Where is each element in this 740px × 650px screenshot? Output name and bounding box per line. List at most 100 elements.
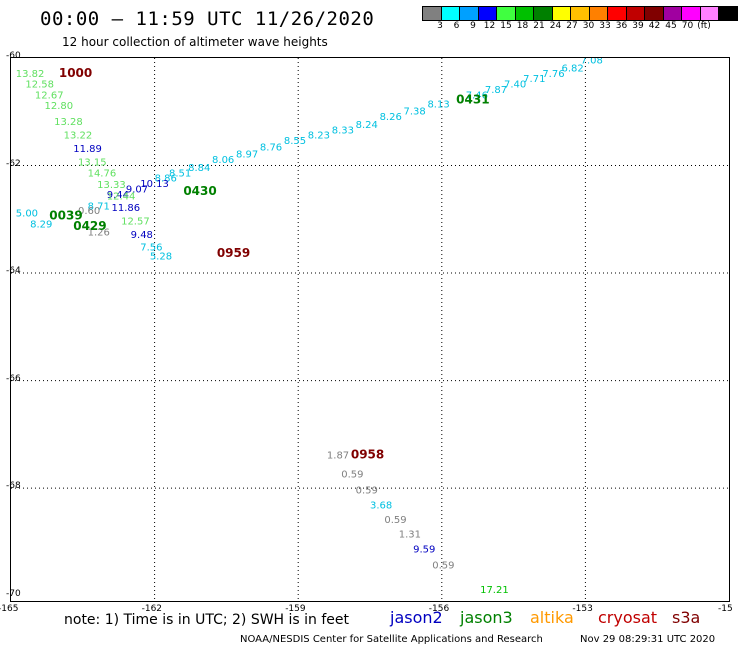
swh-value: 0.59 [384, 515, 406, 526]
colorbar-swatch [588, 6, 608, 21]
colorbar-labels: 3 6 9 12 15 18 21 24 27 30 33 36 39 42 45 70 (ft) [423, 21, 740, 33]
swh-value: 7.76 [542, 69, 564, 80]
swh-value: 12.67 [35, 90, 64, 101]
swh-value: 13.15 [78, 158, 107, 169]
swh-value: 10.13 [140, 179, 169, 190]
swh-value: 1.26 [88, 227, 110, 238]
swh-value: 3.68 [370, 501, 392, 512]
map-title: 00:00 – 11:59 UTC 11/26/2020 [40, 8, 375, 30]
swh-value: 7.08 [581, 58, 603, 66]
swh-value: 0.59 [356, 485, 378, 496]
swh-value: 7.46 [466, 90, 488, 101]
colorbar-label: 27 [566, 21, 578, 31]
swh-value: 8.29 [30, 219, 52, 230]
swh-value: 6.82 [561, 63, 583, 74]
colorbar-label: (ft) [697, 21, 711, 31]
colorbar-swatch [662, 6, 682, 21]
x-tick-label: -153 [572, 604, 593, 614]
x-tick-label: -162 [141, 604, 163, 614]
swh-value: 9.48 [131, 230, 153, 241]
colorbar-label: 18 [516, 21, 529, 31]
swh-value: 13.22 [64, 131, 93, 142]
colorbar-label: 6 [453, 21, 460, 31]
colorbar-label: 33 [599, 21, 611, 31]
swh-value: 12.44 [107, 191, 136, 202]
swh-value: 9.07 [126, 184, 148, 195]
colorbar-label: 42 [648, 21, 661, 31]
x-tick-label: -156 [428, 604, 450, 614]
swh-value: 7.40 [504, 80, 526, 91]
colorbar-label: 12 [483, 21, 496, 31]
satellite-label-altika: altika [530, 608, 574, 627]
colorbar-swatch [533, 6, 553, 21]
colorbar-label: 30 [582, 21, 595, 31]
x-tick-label: -159 [285, 604, 306, 614]
swh-value: 8.55 [284, 136, 306, 147]
swh-value: 13.82 [16, 69, 45, 80]
swh-value: 17.21 [480, 585, 509, 596]
y-tick-label: -60 [6, 51, 21, 61]
satellite-label-s3a: s3a [672, 608, 701, 627]
colorbar [422, 6, 738, 21]
swh-value: 7.38 [404, 106, 426, 117]
swh-value: 0.59 [341, 469, 363, 480]
colorbar-swatch [551, 6, 571, 21]
x-tick-label: -15 [718, 604, 733, 614]
y-tick-label: -62 [6, 158, 21, 169]
swh-value: 11.86 [112, 203, 141, 214]
pass-time-label: 0430 [183, 184, 216, 198]
pass-time-label: 0431 [456, 93, 489, 107]
swh-value: 8.23 [308, 131, 330, 142]
swh-value: 5.28 [150, 252, 172, 263]
colorbar-label: 70 [681, 21, 694, 31]
colorbar-label: 45 [665, 21, 677, 31]
altimeter-plot: 7.086.827.767.717.407.877.46 8.137.388.26… [11, 55, 729, 601]
colorbar-swatch [570, 6, 590, 21]
swh-value: 12.80 [45, 101, 74, 112]
swh-value: 8.06 [212, 155, 234, 166]
y-tick-label: -70 [6, 588, 21, 599]
swh-value: 1.87 [327, 451, 349, 462]
satellite-label-cryosat: cryosat [598, 608, 658, 627]
colorbar-swatch [625, 6, 645, 21]
colorbar-label: 39 [632, 21, 644, 31]
swh-value: 12.57 [121, 217, 150, 228]
colorbar-swatch [644, 6, 664, 21]
colorbar-label: 3 [437, 21, 443, 31]
swh-value: 13.28 [54, 117, 83, 128]
note-text: note: 1) Time is in UTC; 2) SWH is in fe… [64, 612, 350, 628]
swh-value: 1.31 [399, 530, 421, 541]
colorbar-swatch [699, 6, 719, 21]
pass-time-label: 0958 [351, 448, 384, 462]
swh-value: 8.51 [169, 168, 191, 179]
pass-time-label: 0039 [49, 208, 82, 222]
swh-value: 8.76 [260, 142, 282, 153]
pass-time-label: 1000 [59, 66, 92, 80]
colorbar-label: 9 [470, 21, 476, 31]
pass-time-label: 0429 [73, 219, 106, 233]
swh-value: 9.44 [107, 190, 129, 201]
swh-value: 8.26 [380, 112, 402, 123]
swh-value: 9.59 [413, 545, 435, 556]
swh-value: 7.87 [485, 85, 507, 96]
satellite-label-jason2: jason2 [390, 608, 443, 627]
swh-value: 5.00 [16, 209, 38, 220]
pass-time-label: 0959 [217, 246, 250, 260]
x-tick-label: -165 [0, 604, 19, 614]
swh-value: 8.84 [188, 163, 210, 174]
colorbar-swatch [422, 6, 442, 21]
colorbar-label: 24 [549, 21, 562, 31]
swh-value: 0.59 [432, 561, 454, 572]
colorbar-swatch [440, 6, 460, 21]
colorbar-swatch [477, 6, 497, 21]
colorbar-label: 15 [500, 21, 512, 31]
map-subtitle: 12 hour collection of altimeter wave hei… [62, 35, 328, 49]
colorbar-swatch [496, 6, 516, 21]
swh-value: 8.33 [332, 125, 354, 136]
colorbar-label: 36 [615, 21, 628, 31]
swh-value: 8.24 [356, 120, 378, 131]
y-tick-label: -66 [6, 373, 21, 384]
swh-value: 8.86 [155, 174, 177, 185]
footer-timestamp: Nov 29 08:29:31 UTC 2020 [580, 634, 716, 645]
colorbar-swatch [607, 6, 627, 21]
